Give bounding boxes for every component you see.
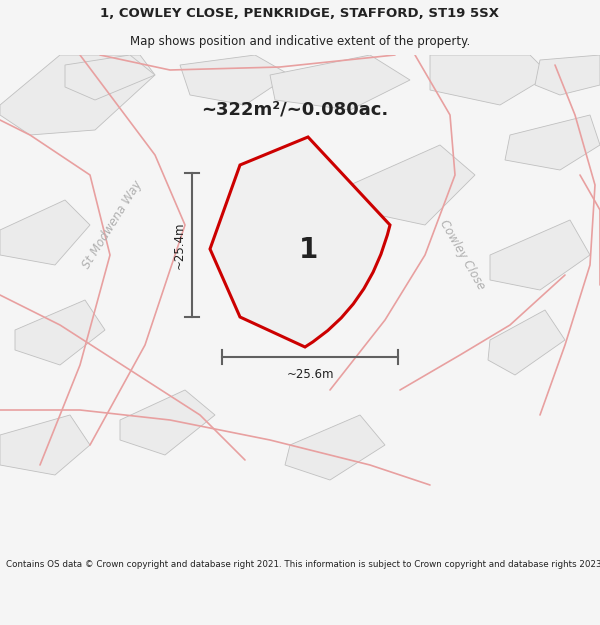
Text: Map shows position and indicative extent of the property.: Map shows position and indicative extent… — [130, 35, 470, 48]
Polygon shape — [488, 310, 565, 375]
Polygon shape — [65, 55, 155, 100]
Text: ~322m²/~0.080ac.: ~322m²/~0.080ac. — [202, 101, 389, 119]
Text: Cowley Close: Cowley Close — [437, 217, 487, 292]
Text: Contains OS data © Crown copyright and database right 2021. This information is : Contains OS data © Crown copyright and d… — [6, 560, 600, 569]
Polygon shape — [285, 415, 385, 480]
Polygon shape — [490, 220, 590, 290]
Polygon shape — [0, 200, 90, 265]
Polygon shape — [350, 145, 475, 225]
Polygon shape — [505, 115, 600, 170]
PathPatch shape — [210, 137, 390, 347]
Polygon shape — [180, 55, 290, 105]
Polygon shape — [0, 55, 155, 135]
Polygon shape — [270, 55, 410, 110]
Text: 1: 1 — [298, 236, 317, 264]
Text: ~25.6m: ~25.6m — [286, 369, 334, 381]
Text: 1, COWLEY CLOSE, PENKRIDGE, STAFFORD, ST19 5SX: 1, COWLEY CLOSE, PENKRIDGE, STAFFORD, ST… — [101, 8, 499, 20]
Polygon shape — [120, 390, 215, 455]
Polygon shape — [0, 415, 90, 475]
Polygon shape — [15, 300, 105, 365]
Polygon shape — [430, 55, 550, 105]
Text: ~25.4m: ~25.4m — [173, 221, 185, 269]
Polygon shape — [535, 55, 600, 95]
Text: St Modwena Way: St Modwena Way — [80, 179, 145, 271]
